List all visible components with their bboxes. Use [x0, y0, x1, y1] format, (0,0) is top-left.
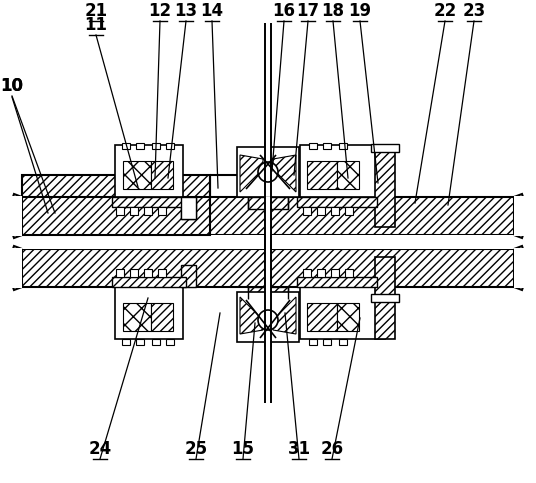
- Bar: [136, 143, 144, 149]
- Text: 11: 11: [85, 16, 108, 34]
- Bar: [158, 269, 166, 277]
- Text: 31: 31: [287, 440, 310, 458]
- Text: 23: 23: [463, 2, 486, 20]
- Bar: [317, 269, 325, 277]
- Bar: [323, 339, 331, 345]
- Bar: [116, 207, 124, 215]
- Text: 26: 26: [321, 440, 344, 458]
- Bar: [265, 249, 271, 287]
- Bar: [115, 145, 183, 197]
- Polygon shape: [273, 297, 296, 334]
- Bar: [116, 269, 124, 277]
- Bar: [112, 197, 186, 207]
- Bar: [237, 292, 299, 342]
- Text: 12: 12: [148, 2, 172, 20]
- Polygon shape: [240, 297, 263, 334]
- Bar: [317, 207, 325, 215]
- Text: 15: 15: [232, 440, 255, 458]
- Bar: [248, 197, 288, 209]
- Bar: [337, 161, 359, 189]
- Text: 14: 14: [200, 2, 224, 20]
- Text: 17: 17: [296, 2, 319, 20]
- Text: 10: 10: [1, 77, 24, 95]
- Bar: [166, 143, 174, 149]
- Bar: [123, 303, 151, 331]
- Bar: [309, 339, 317, 345]
- Polygon shape: [240, 155, 263, 192]
- Bar: [265, 197, 271, 235]
- Bar: [144, 269, 152, 277]
- Bar: [130, 269, 138, 277]
- Bar: [123, 161, 151, 189]
- Bar: [248, 287, 288, 299]
- Bar: [297, 277, 377, 287]
- Bar: [307, 303, 337, 331]
- Bar: [265, 287, 271, 347]
- Text: 13: 13: [174, 2, 198, 20]
- Text: 10: 10: [1, 77, 24, 95]
- Bar: [0, 235, 536, 249]
- Bar: [303, 269, 311, 277]
- Bar: [300, 287, 385, 339]
- Polygon shape: [273, 155, 296, 192]
- Bar: [181, 197, 196, 219]
- Bar: [345, 207, 353, 215]
- Bar: [331, 207, 339, 215]
- Bar: [2, 248, 22, 288]
- Text: 22: 22: [434, 2, 457, 20]
- Bar: [371, 144, 399, 152]
- Bar: [375, 145, 395, 227]
- Bar: [122, 339, 130, 345]
- Bar: [181, 265, 196, 287]
- Bar: [337, 303, 359, 331]
- Circle shape: [258, 162, 278, 182]
- Bar: [371, 294, 399, 302]
- Bar: [112, 277, 186, 287]
- Bar: [345, 269, 353, 277]
- Bar: [331, 269, 339, 277]
- Bar: [307, 161, 337, 189]
- Bar: [144, 207, 152, 215]
- Bar: [237, 147, 299, 197]
- Text: 19: 19: [348, 2, 371, 20]
- Bar: [265, 142, 271, 197]
- Bar: [303, 207, 311, 215]
- Bar: [300, 145, 385, 197]
- Text: 24: 24: [88, 440, 111, 458]
- Circle shape: [258, 310, 278, 330]
- Bar: [136, 339, 144, 345]
- Bar: [339, 339, 347, 345]
- Bar: [151, 303, 173, 331]
- Text: 16: 16: [272, 2, 295, 20]
- Bar: [309, 143, 317, 149]
- Bar: [375, 257, 395, 339]
- Bar: [339, 143, 347, 149]
- Text: 18: 18: [322, 2, 345, 20]
- Text: 25: 25: [184, 440, 207, 458]
- Bar: [151, 161, 173, 189]
- Bar: [115, 287, 183, 339]
- Bar: [514, 196, 534, 236]
- Bar: [122, 143, 130, 149]
- Bar: [158, 207, 166, 215]
- Bar: [130, 207, 138, 215]
- Bar: [514, 248, 534, 288]
- Bar: [297, 197, 377, 207]
- Bar: [264, 197, 272, 235]
- Bar: [323, 143, 331, 149]
- Bar: [264, 249, 272, 287]
- Bar: [152, 143, 160, 149]
- Bar: [152, 339, 160, 345]
- Text: 21: 21: [85, 2, 108, 20]
- Bar: [181, 197, 196, 219]
- Bar: [22, 197, 514, 235]
- Bar: [22, 249, 514, 287]
- Bar: [166, 339, 174, 345]
- Bar: [2, 196, 22, 236]
- Bar: [22, 175, 210, 235]
